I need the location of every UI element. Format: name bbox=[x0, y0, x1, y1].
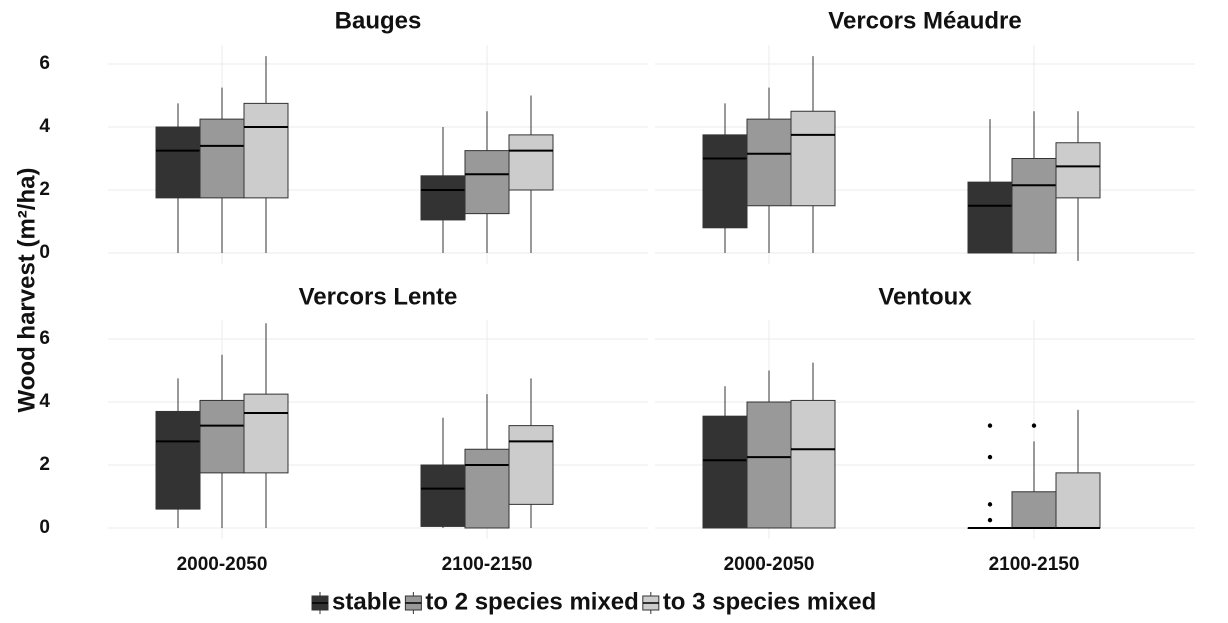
y-tick-label: 2 bbox=[39, 179, 50, 200]
box bbox=[790, 399, 836, 529]
box bbox=[790, 110, 836, 207]
outlier bbox=[987, 517, 993, 523]
x-tick-label: 2100-2150 bbox=[442, 554, 533, 575]
box bbox=[464, 150, 510, 215]
box bbox=[746, 118, 792, 207]
y-tick-label: 2 bbox=[39, 454, 50, 475]
box bbox=[243, 393, 289, 474]
box bbox=[155, 126, 201, 199]
box bbox=[702, 134, 748, 229]
outlier bbox=[987, 423, 993, 428]
legend-label: to 2 species mixed bbox=[425, 588, 638, 615]
panel-title: Ventoux bbox=[878, 283, 972, 310]
box bbox=[420, 464, 466, 527]
outlier bbox=[1031, 423, 1037, 428]
outlier bbox=[987, 454, 993, 460]
box bbox=[243, 102, 289, 199]
box bbox=[1011, 158, 1057, 254]
legend-label: stable bbox=[332, 588, 401, 615]
x-tick-label: 2000-2050 bbox=[177, 554, 268, 575]
legend-label: to 3 species mixed bbox=[663, 588, 876, 615]
y-tick-label: 0 bbox=[39, 517, 50, 538]
outlier bbox=[987, 502, 993, 507]
y-tick-label: 6 bbox=[39, 328, 50, 349]
box bbox=[508, 134, 554, 191]
box bbox=[702, 415, 748, 529]
x-tick-label: 2100-2150 bbox=[989, 554, 1080, 575]
panel-title: Vercors Lente bbox=[299, 283, 458, 310]
y-axis-label: Wood harvest (m²/ha) bbox=[13, 168, 40, 413]
box bbox=[1055, 142, 1101, 199]
y-tick-label: 4 bbox=[39, 391, 50, 412]
box bbox=[464, 448, 510, 529]
box bbox=[967, 181, 1013, 254]
box bbox=[1055, 472, 1101, 529]
y-tick-label: 4 bbox=[39, 116, 50, 137]
y-tick-label: 6 bbox=[39, 53, 50, 74]
x-tick-label: 2000-2050 bbox=[724, 554, 815, 575]
box bbox=[1011, 491, 1057, 529]
panel-title: Vercors Méaudre bbox=[828, 7, 1021, 34]
box bbox=[199, 118, 245, 199]
box bbox=[420, 175, 466, 221]
y-tick-label: 0 bbox=[39, 242, 50, 263]
panel-title: Bauges bbox=[335, 7, 422, 34]
box bbox=[155, 410, 201, 510]
box bbox=[746, 401, 792, 529]
box bbox=[508, 425, 554, 505]
box bbox=[199, 399, 245, 474]
